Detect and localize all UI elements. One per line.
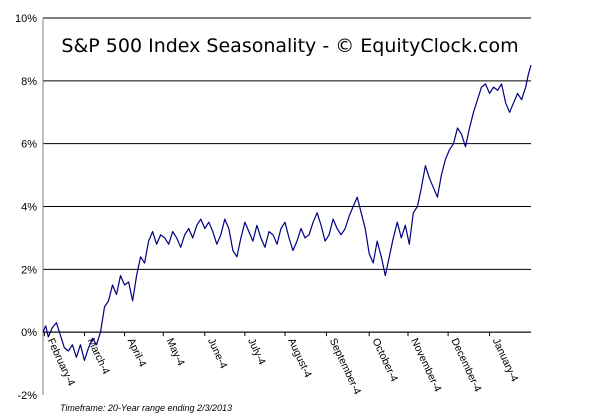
chart-footnote: Timeframe: 20-Year range ending 2/3/2013: [60, 403, 232, 413]
y-tick-labels: 10% 8% 6% 4% 2% 0% -2%: [15, 13, 37, 402]
y-tick-label: 8%: [21, 76, 37, 88]
y-tick-label: 10%: [15, 13, 37, 25]
y-tick-label: 0%: [21, 327, 37, 339]
y-tick-label: -2%: [17, 390, 37, 402]
y-tick-label: 6%: [21, 139, 37, 151]
series: [42, 64, 532, 361]
y-tick-label: 2%: [21, 264, 37, 276]
y-tick-label: 4%: [21, 202, 37, 214]
chart-title: S&P 500 Index Seasonality - © EquityCloc…: [61, 35, 518, 57]
series-line: [42, 64, 532, 361]
